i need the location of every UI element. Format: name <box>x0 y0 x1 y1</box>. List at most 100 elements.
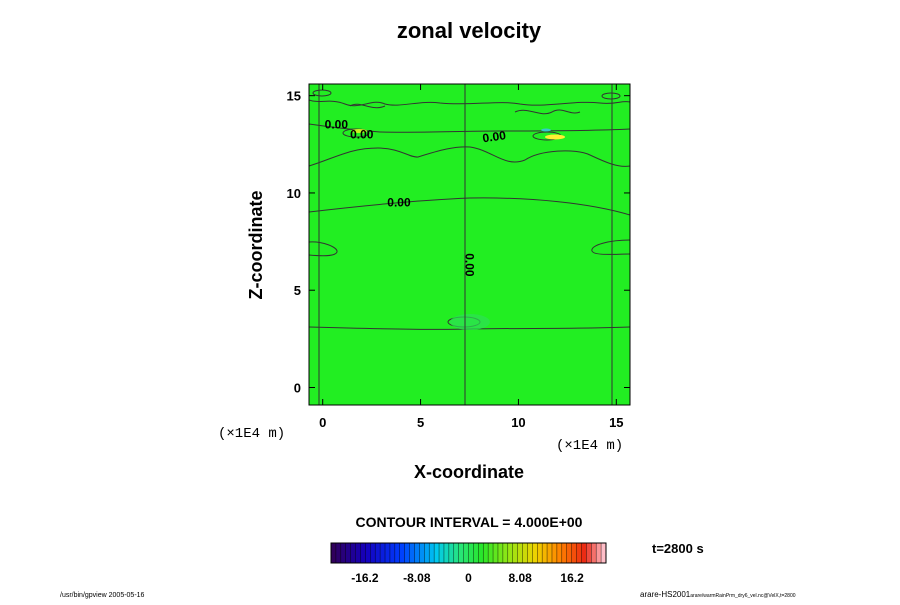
colorbar-cell <box>350 543 356 563</box>
colorbar-cell <box>453 543 459 563</box>
y-axis-label: Z-coordinate <box>246 190 266 299</box>
colorbar-cell <box>414 543 420 563</box>
plot-field <box>309 84 630 405</box>
footer-right-main-text: arare-HS2001 <box>640 590 691 599</box>
colorbar-cell <box>345 543 351 563</box>
colorbar-cell <box>355 543 361 563</box>
colorbar-cell <box>394 543 401 563</box>
contour-line <box>601 92 621 100</box>
velocity-patch-negative <box>541 128 551 132</box>
contour-line <box>342 128 370 138</box>
colorbar-cell <box>522 543 528 563</box>
contour-line <box>309 146 630 167</box>
x-axis-label: X-coordinate <box>414 462 524 482</box>
colorbar-cell <box>331 543 337 563</box>
colorbar-cell <box>497 543 504 563</box>
colorbar-cell <box>532 543 538 563</box>
time-label: t=2800 s <box>652 541 704 556</box>
colorbar-cell <box>399 543 405 563</box>
colorbar-cell <box>389 543 396 563</box>
contour-label: 0.00 <box>463 253 477 277</box>
colorbar-cell <box>517 543 523 563</box>
colorbar-cell <box>340 543 347 563</box>
colorbar-cell <box>547 543 553 563</box>
colorbar-tick-label: -8.08 <box>403 571 431 585</box>
contour-labels: 0.000.00 0.000.000.00 <box>325 118 507 277</box>
colorbar-cell <box>468 543 474 563</box>
colorbar-cell <box>380 543 386 563</box>
colorbar-cell <box>576 543 582 563</box>
colorbar-tick-label: 0 <box>465 571 472 585</box>
colorbar-cell <box>551 543 558 563</box>
colorbar-cell <box>424 543 430 563</box>
colorbar-cell <box>458 543 464 563</box>
colorbar-cell <box>409 543 415 563</box>
colorbar-cell <box>502 543 509 563</box>
x-axis-ticks: 0 5 10 15 <box>319 84 624 430</box>
y-tick-label: 5 <box>294 283 301 298</box>
colorbar-cell <box>493 543 499 563</box>
contour-label: 0.00 <box>325 118 349 132</box>
colorbar-cell <box>360 543 366 563</box>
footer-right-main: arare-HS2001arare/warmRainPrm_dry6_vel.n… <box>640 590 796 599</box>
y-tick-label: 0 <box>294 380 301 395</box>
colorbar-cell <box>370 543 376 563</box>
colorbar-cell <box>478 543 484 563</box>
velocity-patches <box>351 128 565 330</box>
colorbar-cell <box>586 543 592 563</box>
contour-line <box>309 99 630 107</box>
colorbar-tick-label: 16.2 <box>560 571 584 585</box>
contour-line <box>514 109 581 115</box>
x-tick-label: 0 <box>319 415 326 430</box>
contour-line <box>591 239 630 255</box>
colorbar-cell <box>404 543 410 563</box>
colorbar-cell <box>542 543 548 563</box>
colorbar-cell <box>527 543 533 563</box>
colorbar-tick-label: 8.08 <box>508 571 532 585</box>
colorbar-cell <box>556 543 563 563</box>
colorbar-cell <box>385 543 391 563</box>
colorbar-cell <box>601 543 607 563</box>
x-tick-label: 5 <box>417 415 424 430</box>
x-unit-right: (×1E4 m) <box>556 438 623 454</box>
contour-line <box>309 197 630 216</box>
contour-label: 0.00 <box>482 128 507 145</box>
colorbar-cell <box>443 543 450 563</box>
contour-line <box>349 103 386 109</box>
footer-left: /usr/bin/gpview 2005-05-16 <box>60 592 145 599</box>
colorbar-cell <box>365 543 371 563</box>
colorbar-frame <box>330 542 607 564</box>
colorbar-cell <box>335 543 342 563</box>
y-tick-label: 15 <box>287 89 301 104</box>
reference-lines <box>318 84 613 405</box>
plot-frame <box>308 83 631 406</box>
x-unit-left: (×1E4 m) <box>218 426 285 442</box>
colorbar-ticks: -16.2 -8.08 0 8.08 16.2 <box>351 571 584 585</box>
contour-line <box>312 89 332 97</box>
colorbar-cell <box>429 543 435 563</box>
colorbar-cell <box>581 543 587 563</box>
footer-right-small-text: arare/warmRainPrm_dry6_vel.nc@VelX,t=280… <box>690 593 795 599</box>
velocity-patch-positive <box>545 134 565 140</box>
colorbar-cell <box>448 543 455 563</box>
colorbar-cell <box>439 543 445 563</box>
colorbar-cell <box>463 543 469 563</box>
colorbar-cell <box>434 543 440 563</box>
colorbar <box>330 543 607 563</box>
colorbar-cell <box>566 543 572 563</box>
colorbar-cell <box>488 543 494 563</box>
contour-interval-label: CONTOUR INTERVAL = 4.000E+00 <box>356 514 583 530</box>
colorbar-cell <box>512 543 518 563</box>
colorbar-cell <box>561 543 568 563</box>
colorbar-cell <box>591 543 597 563</box>
chart-title: zonal velocity <box>397 18 542 43</box>
velocity-patch-negative <box>450 314 490 330</box>
contour-label: 0.00 <box>387 196 411 210</box>
colorbar-cell <box>571 543 577 563</box>
colorbar-cell <box>483 543 489 563</box>
colorbar-cell <box>473 543 479 563</box>
colorbar-cell <box>507 543 513 563</box>
velocity-patch-positive <box>351 129 367 133</box>
colorbar-cell <box>537 543 543 563</box>
